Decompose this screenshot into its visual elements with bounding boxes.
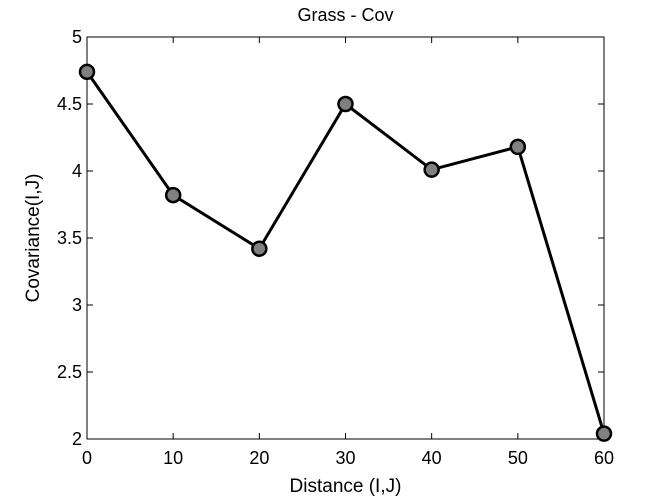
x-tick-label: 40 xyxy=(422,448,442,468)
y-tick-label: 5 xyxy=(72,27,82,47)
x-tick-label: 30 xyxy=(335,448,355,468)
y-tick-label: 3 xyxy=(72,295,82,315)
series-layer xyxy=(78,63,613,442)
x-axis-label: Distance (I,J) xyxy=(290,476,402,497)
y-tick-label: 3.5 xyxy=(57,228,82,248)
data-point xyxy=(595,425,613,442)
data-point xyxy=(509,138,527,156)
data-point xyxy=(251,240,268,257)
y-axis-label: Covariance(I,J) xyxy=(23,174,44,303)
data-point xyxy=(164,186,182,204)
y-tick-label: 2 xyxy=(72,429,82,449)
x-tick-label: 50 xyxy=(508,448,528,468)
x-tick-label: 10 xyxy=(163,448,183,468)
x-tick-label: 20 xyxy=(249,448,269,468)
y-tick-label: 4 xyxy=(72,161,82,181)
y-axis-ticks: 2 2.5 3 3.5 4 4.5 5 xyxy=(57,27,604,449)
data-point xyxy=(423,161,440,178)
y-tick-label: 2.5 xyxy=(57,362,82,382)
chart-title: Grass - Cov xyxy=(297,5,393,25)
y-tick-label: 4.5 xyxy=(57,94,82,114)
x-tick-label: 0 xyxy=(82,448,92,468)
data-point xyxy=(337,95,354,113)
data-point xyxy=(78,63,96,81)
x-tick-label: 60 xyxy=(594,448,614,468)
x-axis-ticks: 0 10 20 30 40 50 60 xyxy=(82,37,614,468)
